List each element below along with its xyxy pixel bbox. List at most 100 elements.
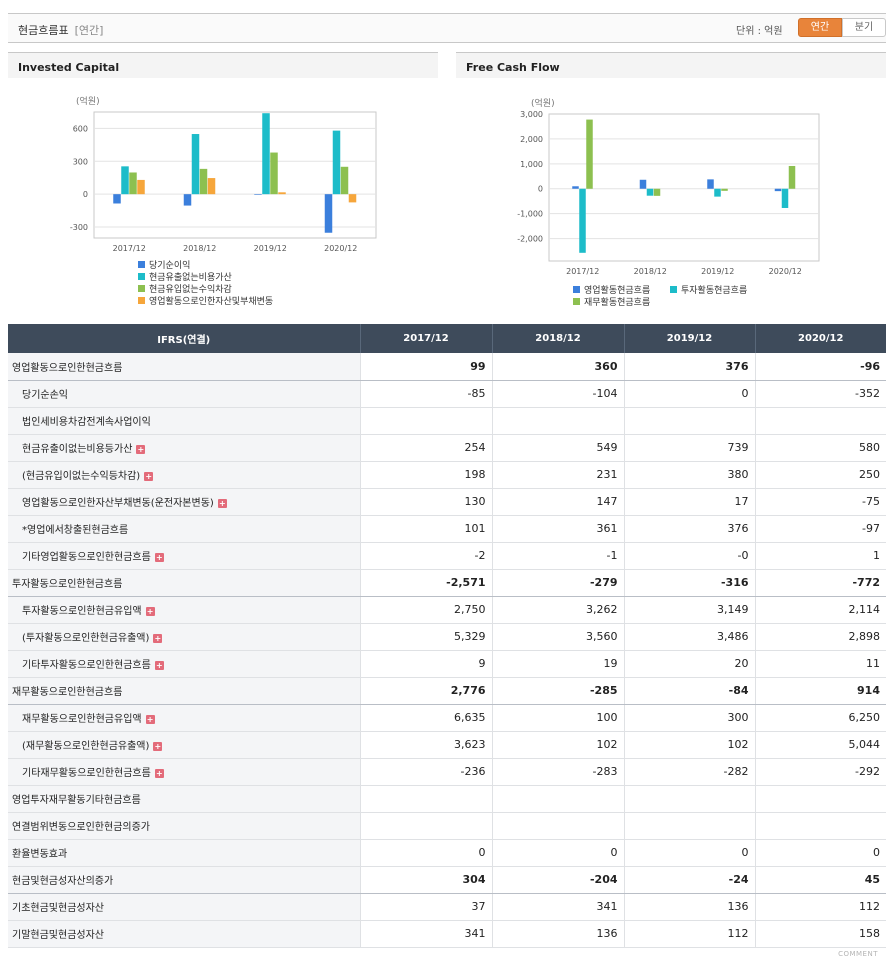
row-label-text: 재무활동으로인한현금흐름	[12, 687, 123, 698]
value-cell: -104	[492, 380, 625, 408]
legend-label: 당기순이익	[149, 259, 190, 271]
bar	[113, 194, 121, 204]
row-label-text: 연결범위변동으로인한현금의증가	[12, 822, 150, 833]
value-cell: 6,635	[360, 704, 493, 732]
value-cell: 17	[624, 488, 756, 516]
value-cell: -0	[624, 542, 756, 570]
table-row: 영업활동으로인한현금흐름 99 360 376 -96	[8, 353, 886, 381]
value-cell: -772	[755, 569, 886, 597]
row-label: 현금유출이없는비용등가산 +	[8, 434, 361, 462]
value-cell: -84	[624, 677, 756, 705]
y-tick-label: 3,000	[520, 110, 543, 119]
table-row: *영업에서창출된현금흐름 101 361 376 -97	[8, 515, 886, 543]
y-tick-label: -300	[70, 223, 88, 232]
value-cell: 2,898	[755, 623, 886, 651]
table-row: 당기순손익 -85 -104 0 -352	[8, 380, 886, 408]
value-cell: 6,250	[755, 704, 886, 732]
row-label-text: 현금및현금성자산의증가	[12, 876, 114, 887]
column-header: 2019/12	[624, 324, 756, 353]
tab-annual[interactable]: 연간	[798, 18, 842, 37]
value-cell: 361	[492, 515, 625, 543]
value-cell: 2,776	[360, 677, 493, 705]
x-tick-label: 2017/12	[113, 244, 146, 253]
row-label-text: 법인세비용차감전계속사업이익	[22, 417, 151, 428]
row-label: 영업활동으로인한현금흐름	[8, 353, 361, 381]
value-cell: 130	[360, 488, 493, 516]
expand-icon[interactable]: +	[144, 472, 154, 481]
value-cell: 376	[624, 353, 756, 381]
expand-icon[interactable]: +	[145, 607, 155, 616]
value-cell: 3,262	[492, 596, 625, 624]
value-cell: 0	[624, 380, 756, 408]
expand-icon[interactable]: +	[153, 742, 163, 751]
tab-quarter[interactable]: 분기	[842, 18, 886, 37]
value-cell: 376	[624, 515, 756, 543]
legend-swatch	[573, 298, 580, 305]
bar	[653, 188, 661, 196]
row-label-text: (현금유입이없는수익등차감)	[22, 471, 141, 482]
column-header: 2018/12	[492, 324, 625, 353]
comment-link[interactable]: COMMENT	[838, 950, 878, 958]
value-cell: 0	[624, 839, 756, 867]
bar	[721, 188, 728, 191]
invested-capital-chart: (억원) 600 300 0 -300 2017/12 2018/12 2019/12 2020…	[70, 95, 377, 307]
value-cell	[360, 812, 493, 840]
value-cell: 112	[755, 893, 886, 921]
x-tick-label: 2020/12	[769, 267, 802, 276]
period-subtitle: [연간]	[74, 24, 104, 37]
value-cell	[624, 812, 756, 840]
row-label-text: 기타투자활동으로인한현금흐름	[22, 660, 151, 671]
value-cell	[360, 785, 493, 813]
expand-icon[interactable]: +	[136, 445, 146, 454]
expand-icon[interactable]: +	[217, 499, 227, 508]
value-cell: -2	[360, 542, 493, 570]
bar	[129, 172, 137, 195]
value-cell: 1	[755, 542, 886, 570]
expand-icon[interactable]: +	[154, 661, 164, 670]
bar	[207, 178, 216, 195]
bar	[183, 194, 192, 206]
expand-icon[interactable]: +	[154, 553, 164, 562]
value-cell: -285	[492, 677, 625, 705]
value-cell: 250	[755, 461, 886, 489]
row-label-text: 기타재무활동으로인한현금흐름	[22, 768, 151, 779]
value-cell: -283	[492, 758, 625, 786]
value-cell: 360	[492, 353, 625, 381]
expand-icon[interactable]: +	[145, 715, 155, 724]
bar	[788, 165, 796, 189]
row-label: (투자활동으로인한현금유출액) +	[8, 623, 361, 651]
row-label: 투자활동으로인한현금흐름	[8, 569, 361, 597]
table-row: 기말현금및현금성자산 341 136 112 158	[8, 920, 886, 948]
value-cell: -2,571	[360, 569, 493, 597]
value-cell: 231	[492, 461, 625, 489]
expand-icon[interactable]: +	[154, 769, 164, 778]
column-header: 2017/12	[360, 324, 493, 353]
value-cell	[624, 407, 756, 435]
value-cell: 580	[755, 434, 886, 462]
row-label-text: (재무활동으로인한현금유출액)	[22, 741, 150, 752]
value-cell: -204	[492, 866, 625, 894]
row-label: 연결범위변동으로인한현금의증가	[8, 812, 361, 840]
row-label: 투자활동으로인한현금유입액 +	[8, 596, 361, 624]
x-tick-label: 2017/12	[566, 267, 599, 276]
table-row: 기초현금및현금성자산 37 341 136 112	[8, 893, 886, 921]
row-label-text: (투자활동으로인한현금유출액)	[22, 633, 150, 644]
row-label-text: 영업활동으로인한자산부채변동(운전자본변동)	[22, 498, 214, 509]
row-label-text: 기타영업활동으로인한현금흐름	[22, 552, 151, 563]
value-cell: -282	[624, 758, 756, 786]
bar	[340, 166, 349, 195]
cashflow-header: 현금흐름표 [연간] 단위 : 억원 연간 분기	[8, 13, 886, 43]
legend-swatch	[138, 285, 145, 292]
row-label-text: 현금유출이없는비용등가산	[22, 444, 133, 455]
y-axis-label: (억원)	[76, 95, 100, 107]
bar	[324, 194, 333, 233]
x-tick-label: 2018/12	[634, 267, 667, 276]
bar	[586, 119, 593, 189]
expand-icon[interactable]: +	[153, 634, 163, 643]
value-cell: 19	[492, 650, 625, 678]
legend-swatch	[138, 261, 145, 268]
page-title: 현금흐름표 [연간]	[18, 24, 104, 37]
row-label: 현금및현금성자산의증가	[8, 866, 361, 894]
bar	[270, 152, 278, 195]
value-cell: -75	[755, 488, 886, 516]
